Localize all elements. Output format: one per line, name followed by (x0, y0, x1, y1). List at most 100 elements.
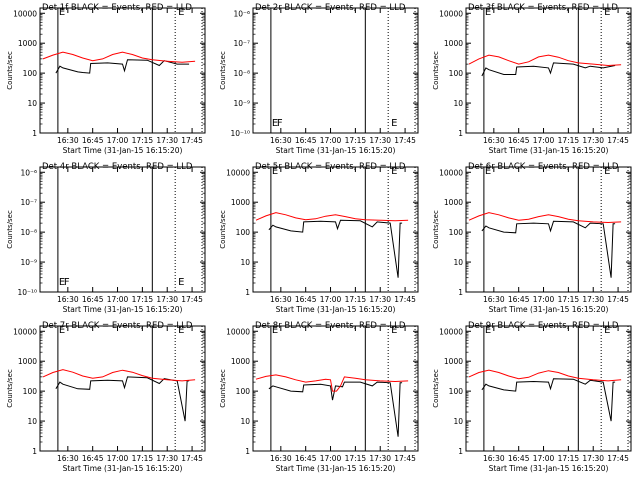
marker-label: E (391, 118, 397, 129)
panel-det-8: Det 8r BLACK = Events, RED = LLD11010010… (219, 321, 419, 473)
panel-det-3: Det 3f BLACK = Events, RED = LLD11010010… (432, 3, 632, 155)
y-tick-label: 10000 (226, 327, 250, 336)
x-tick-label: 16:30 (270, 295, 292, 304)
series-events-line (268, 219, 403, 278)
x-tick-label: 16:45 (82, 454, 104, 463)
y-tick-label: 100 (449, 228, 464, 237)
marker-label: E (59, 277, 65, 288)
x-tick-label: 17:30 (582, 454, 604, 463)
x-tick-label: 16:45 (295, 454, 317, 463)
x-tick-label: 17:45 (607, 136, 629, 145)
y-tick-label: 10⁻⁷ (20, 198, 37, 207)
y-axis-label: Counts/sec (219, 210, 227, 249)
x-tick-label: 17:15 (558, 136, 580, 145)
x-tick-label: 17:45 (607, 295, 629, 304)
x-tick-label: 16:30 (483, 295, 505, 304)
y-tick-label: 10000 (439, 9, 463, 18)
x-tick-label: 17:30 (156, 136, 178, 145)
x-tick-label: 17:15 (345, 136, 367, 145)
x-axis-label: Start Time (31-Jan-15 16:15:20) (63, 146, 183, 155)
x-tick-label: 16:45 (295, 295, 317, 304)
panel-det-6: Det 6r BLACK = Events, RED = LLD11010010… (432, 162, 632, 314)
plot-frame (252, 166, 419, 293)
x-tick-label: 17:30 (369, 295, 391, 304)
x-tick-label: 16:45 (295, 136, 317, 145)
x-tick-label: 17:15 (132, 454, 154, 463)
series-lld-line (468, 369, 622, 382)
y-tick-label: 10 (453, 99, 463, 108)
y-tick-label: 10000 (226, 168, 250, 177)
marker-label: E (485, 7, 491, 18)
marker-label: E (178, 7, 184, 18)
marker-label: E (272, 118, 278, 129)
y-tick-label: 10⁻¹⁰ (17, 288, 37, 297)
x-axis-label: Start Time (31-Jan-15 16:15:20) (489, 305, 609, 314)
x-tick-label: 16:30 (57, 136, 79, 145)
y-tick-label: 10⁻⁹ (20, 258, 37, 267)
marker-label: E (178, 277, 184, 288)
y-tick-label: 1000 (444, 357, 463, 366)
x-tick-label: 17:15 (558, 295, 580, 304)
x-tick-label: 17:45 (181, 454, 203, 463)
series-events-line (55, 59, 190, 74)
x-tick-label: 17:45 (394, 295, 416, 304)
y-axis-label: Counts/sec (432, 51, 440, 90)
marker-label: E (485, 166, 491, 177)
x-tick-label: 17:00 (107, 454, 129, 463)
y-tick-label: 10⁻⁸ (233, 69, 250, 78)
series-lld-line (468, 54, 622, 67)
x-tick-label: 16:45 (82, 295, 104, 304)
marker-label: E (59, 325, 65, 336)
x-tick-label: 16:30 (270, 454, 292, 463)
x-tick-label: 17:30 (582, 295, 604, 304)
y-tick-label: 10000 (439, 327, 463, 336)
marker-label: E (59, 7, 65, 18)
y-tick-label: 10 (27, 417, 37, 426)
x-tick-label: 17:00 (320, 136, 342, 145)
marker-label: E (391, 166, 397, 177)
x-tick-label: 17:30 (582, 136, 604, 145)
marker-label: E (272, 325, 278, 336)
x-tick-label: 16:30 (483, 454, 505, 463)
x-tick-label: 16:30 (270, 136, 292, 145)
plot-frame (39, 166, 206, 293)
y-tick-label: 1000 (18, 357, 37, 366)
series-lld-line (42, 51, 196, 63)
x-tick-label: 16:45 (508, 136, 530, 145)
series-events-line (55, 376, 190, 422)
x-tick-label: 17:30 (369, 454, 391, 463)
y-axis-label: Counts/sec (6, 210, 14, 249)
y-tick-label: 1 (245, 288, 250, 297)
y-tick-label: 100 (23, 387, 38, 396)
y-tick-label: 1 (458, 288, 463, 297)
y-tick-label: 10 (240, 417, 250, 426)
x-axis-label: Start Time (31-Jan-15 16:15:20) (63, 305, 183, 314)
x-tick-label: 17:00 (533, 295, 555, 304)
marker-label: F (277, 118, 283, 129)
x-tick-label: 16:30 (57, 454, 79, 463)
x-tick-label: 17:15 (345, 454, 367, 463)
x-tick-label: 17:15 (345, 295, 367, 304)
marker-label: E (604, 166, 610, 177)
y-tick-label: 10⁻⁶ (20, 168, 37, 177)
panel-det-5: Det 5r BLACK = Events, RED = LLD11010010… (219, 162, 419, 314)
y-axis-label: Counts/sec (432, 369, 440, 408)
x-tick-label: 17:00 (107, 295, 129, 304)
x-tick-label: 17:30 (369, 136, 391, 145)
series-events-line (481, 378, 616, 422)
x-tick-label: 17:45 (607, 454, 629, 463)
y-axis-label: Counts/sec (432, 210, 440, 249)
plot-frame (39, 7, 206, 134)
marker-label: E (272, 166, 278, 177)
plot-frame (252, 7, 419, 134)
x-tick-label: 16:30 (57, 295, 79, 304)
y-tick-label: 10⁻⁷ (233, 39, 250, 48)
y-axis-label: Counts/sec (219, 51, 227, 90)
y-tick-label: 100 (236, 228, 251, 237)
x-tick-label: 17:15 (558, 454, 580, 463)
x-tick-label: 17:45 (394, 136, 416, 145)
y-tick-label: 1 (458, 447, 463, 456)
x-tick-label: 17:45 (394, 454, 416, 463)
marker-label: E (485, 325, 491, 336)
y-axis-label: Counts/sec (6, 51, 14, 90)
